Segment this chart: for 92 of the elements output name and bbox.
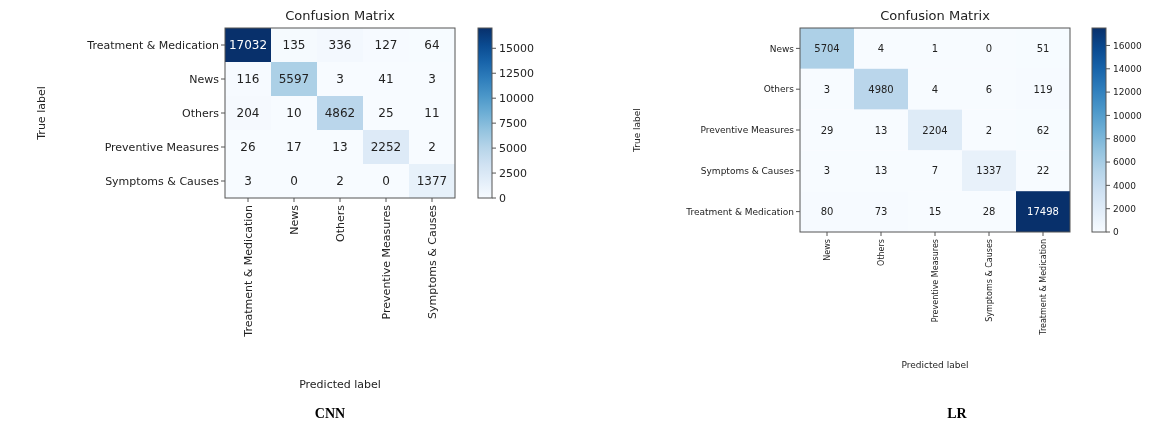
x-tick-label: Symptoms & Causes xyxy=(984,239,994,322)
y-axis-title: True label xyxy=(35,86,48,141)
y-tick-label: Symptoms & Causes xyxy=(105,174,220,188)
x-tick-label: Symptoms & Causes xyxy=(425,204,439,319)
data-label: 3 xyxy=(336,72,344,87)
color-bar-label: 14000 xyxy=(1113,63,1142,74)
y-tick-label: News xyxy=(769,43,795,54)
color-bar-label: 10000 xyxy=(499,92,534,106)
x-tick-label: Others xyxy=(333,204,347,242)
data-label: 29 xyxy=(820,124,834,136)
data-label: 17032 xyxy=(228,38,268,53)
data-label: 2 xyxy=(336,174,344,189)
data-label: 4980 xyxy=(868,83,894,95)
data-label: 135 xyxy=(282,38,306,53)
data-label: 4 xyxy=(931,83,939,95)
data-label: 0 xyxy=(382,174,390,189)
color-bar-label: 10000 xyxy=(1113,110,1142,121)
data-label: 7 xyxy=(931,165,939,177)
color-bar-label: 6000 xyxy=(1113,157,1137,168)
data-label: 11 xyxy=(424,106,440,121)
data-label: 2252 xyxy=(370,140,402,155)
y-tick-label: Others xyxy=(182,106,220,120)
chart-title: Confusion Matrix xyxy=(285,8,396,23)
x-tick-label: Others xyxy=(876,239,886,266)
data-label: 25 xyxy=(378,106,394,121)
color-bar-label: 12000 xyxy=(1113,87,1142,98)
x-tick-label: News xyxy=(822,239,832,261)
data-label: 4 xyxy=(877,42,885,54)
x-axis-title: Predicted label xyxy=(299,378,381,391)
x-tick-label: Preventive Measures xyxy=(379,204,393,320)
y-tick-label: Treatment & Medication xyxy=(86,38,220,52)
y-tick-label: Preventive Measures xyxy=(104,140,220,154)
text: CNN xyxy=(314,406,346,421)
y-axis-title: True label xyxy=(632,108,642,153)
data-label: 13 xyxy=(332,140,348,155)
data-label: 64 xyxy=(424,38,440,53)
x-tick-label: News xyxy=(287,204,301,235)
color-bar-label: 5000 xyxy=(499,141,527,155)
data-label: 80 xyxy=(820,206,834,218)
color-bar-label: 4000 xyxy=(1113,180,1137,191)
data-label: 17 xyxy=(286,140,302,155)
color-bar-label: 2000 xyxy=(1113,203,1137,214)
y-tick-label: Others xyxy=(763,84,795,95)
data-label: 28 xyxy=(982,206,996,218)
color-bar-label: 0 xyxy=(499,191,506,205)
data-label: 119 xyxy=(1033,83,1053,95)
data-label: 22 xyxy=(1036,165,1050,177)
data-label: 13 xyxy=(874,165,888,177)
data-label: 2 xyxy=(985,124,993,136)
data-label: 0 xyxy=(985,42,993,54)
data-label: 3 xyxy=(823,165,831,177)
data-label: 17498 xyxy=(1027,206,1059,218)
color-bar-label: 2500 xyxy=(499,166,527,180)
y-tick-label: News xyxy=(189,72,220,86)
data-label: 4862 xyxy=(324,106,356,121)
data-label: 6 xyxy=(985,83,993,95)
color-bar-label: 0 xyxy=(1113,227,1119,238)
chart-title: Confusion Matrix xyxy=(880,8,991,23)
text: LR xyxy=(947,406,968,421)
color-bar-label: 7500 xyxy=(499,116,527,130)
data-label: 127 xyxy=(374,38,398,53)
color-bar-label: 8000 xyxy=(1113,133,1137,144)
data-label: 3 xyxy=(823,83,831,95)
data-label: 5704 xyxy=(814,42,840,54)
data-label: 1337 xyxy=(976,165,1002,177)
color-bar-label: 15000 xyxy=(499,42,534,56)
data-label: 2204 xyxy=(922,124,948,136)
data-label: 51 xyxy=(1036,42,1050,54)
color-bar-label: 16000 xyxy=(1113,40,1142,51)
data-label: 26 xyxy=(240,140,256,155)
data-label: 0 xyxy=(290,174,298,189)
x-axis-title: Predicted label xyxy=(901,360,969,370)
data-label: 10 xyxy=(286,106,302,121)
x-tick-label: Treatment & Medication xyxy=(1038,239,1048,336)
data-label: 41 xyxy=(378,72,394,87)
y-tick-label: Symptoms & Causes xyxy=(700,165,795,176)
data-label: 1 xyxy=(931,42,939,54)
data-label: 204 xyxy=(236,106,260,121)
data-label: 116 xyxy=(236,72,260,87)
y-tick-label: Preventive Measures xyxy=(700,125,795,136)
data-label: 73 xyxy=(874,206,888,218)
data-label: 5597 xyxy=(278,72,310,87)
data-label: 2 xyxy=(428,140,436,155)
data-label: 15 xyxy=(928,206,942,218)
color-bar-label: 12500 xyxy=(499,67,534,81)
data-label: 1377 xyxy=(416,174,448,189)
data-label: 13 xyxy=(874,124,888,136)
data-label: 3 xyxy=(244,174,252,189)
data-label: 62 xyxy=(1036,124,1050,136)
data-label: 3 xyxy=(428,72,436,87)
x-tick-label: Preventive Measures xyxy=(930,239,940,323)
data-label: 336 xyxy=(328,38,352,53)
